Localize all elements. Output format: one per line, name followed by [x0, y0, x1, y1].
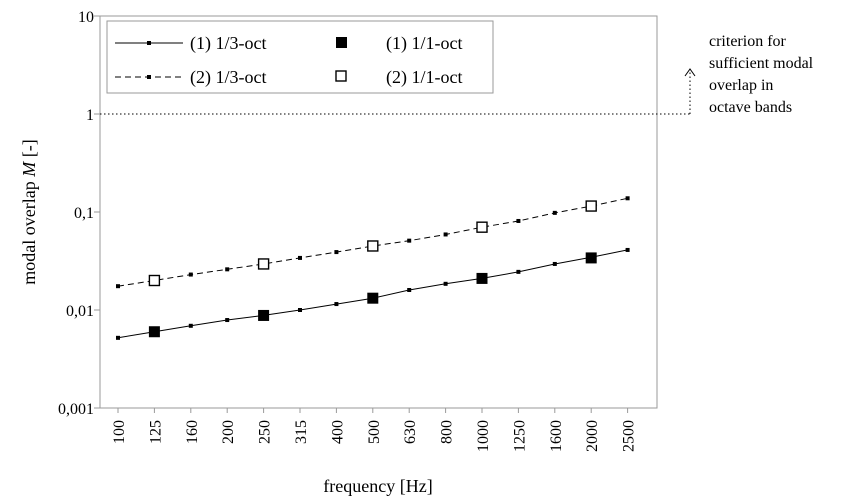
y-tick-label-4: 10	[78, 9, 94, 26]
y-axis-label: modal overlap M [-]	[19, 139, 39, 284]
series-2-octave-point-125	[148, 274, 161, 287]
x-tick-label-7: 500	[366, 420, 383, 444]
legend-item-1-third-oct: (1) 1/3-oct	[115, 33, 266, 54]
series-line-2-third-oct	[117, 197, 628, 287]
series-2-octave-point-2000	[585, 200, 597, 212]
series-2-third-oct-point-315	[298, 255, 302, 260]
legend-label-2-octave: (2) 1/1-oct	[386, 67, 462, 88]
series-2-third-oct-point-160	[188, 272, 193, 277]
x-axis: 100 125 160 200 250 315 400 500 630 800 1000 1250 16…	[111, 408, 638, 452]
series-1-third-oct-point-100	[116, 335, 120, 340]
series-1-octave-point-1000	[476, 272, 488, 284]
legend-label-1-third-oct: (1) 1/3-oct	[190, 33, 266, 54]
series-1-third-oct-point-160	[188, 323, 193, 328]
legend-item-1-octave: (1) 1/1-oct	[336, 33, 462, 54]
legend-marker-1-third-oct	[147, 41, 151, 45]
x-tick-label-11: 1250	[511, 420, 528, 452]
y-tick-label-0: 0,001	[58, 401, 94, 418]
criterion-text-line-0: criterion for	[709, 33, 787, 50]
x-tick-label-13: 2000	[584, 420, 601, 452]
criterion-text: criterion for sufficient modal overlap in o…	[709, 33, 814, 116]
criterion-text-line-3: octave bands	[709, 99, 792, 116]
series-1-third-oct-point-2500	[625, 247, 630, 252]
series-1-third-oct-point-800	[443, 281, 448, 286]
y-axis-label-variable: M	[19, 161, 39, 178]
series-2-third-oct-point-800	[443, 232, 448, 237]
y-tick-label-1: 0,01	[66, 303, 94, 320]
x-tick-label-6: 400	[329, 420, 346, 444]
series-layer	[116, 196, 630, 340]
series-1-third-oct-point-315	[298, 308, 302, 312]
y-tick-label-3: 1	[86, 107, 94, 124]
x-tick-label-1: 125	[147, 420, 164, 444]
series-2-octave-point-500	[367, 240, 379, 252]
series-1-third-oct-point-200	[225, 318, 230, 323]
series-2-octave-point-250	[257, 258, 270, 270]
criterion-text-line-1: sufficient modal	[709, 55, 814, 72]
series-1-third-oct-point-400	[334, 302, 339, 307]
legend-label-1-octave: (1) 1/1-oct	[386, 33, 462, 54]
series-1-octave-point-125	[148, 326, 160, 338]
series-1-octave-point-500	[367, 292, 379, 304]
series-2-octave-point-1000	[476, 221, 488, 233]
x-tick-label-2: 160	[184, 420, 201, 444]
legend-marker-2-octave	[335, 70, 347, 82]
legend: (1) 1/3-oct (1) 1/1-oct (2) 1/3-oct (2) …	[106, 20, 494, 94]
legend-item-2-third-oct: (2) 1/3-oct	[115, 67, 266, 88]
series-2-third-oct-point-100	[116, 284, 120, 289]
criterion-annotation: criterion for sufficient modal overlap in o…	[100, 33, 814, 116]
x-tick-label-5: 315	[293, 420, 310, 444]
x-tick-label-14: 2500	[621, 420, 638, 452]
series-1-third-oct-point-1250	[516, 269, 521, 274]
legend-label-2-third-oct: (2) 1/3-oct	[190, 67, 266, 88]
legend-box	[106, 20, 494, 94]
x-tick-label-8: 630	[402, 420, 419, 444]
x-tick-label-3: 200	[220, 420, 237, 444]
y-axis: 0,001 0,01 0,1 1 10	[58, 9, 100, 418]
y-tick-label-2: 0,1	[74, 205, 94, 222]
x-tick-label-10: 1000	[475, 420, 492, 452]
x-axis-label: frequency [Hz]	[323, 476, 432, 496]
x-tick-label-0: 100	[111, 420, 128, 444]
series-2-third-oct-point-200	[225, 267, 230, 272]
criterion-text-line-2: overlap in	[709, 77, 773, 94]
series-2-third-oct-point-1600	[552, 210, 557, 215]
criterion-arrowhead	[684, 68, 696, 77]
series-1-third-oct-point-630	[407, 287, 412, 292]
y-axis-label-prefix: modal overlap	[19, 177, 39, 285]
x-tick-label-9: 800	[439, 420, 456, 444]
x-tick-label-12: 1600	[548, 420, 565, 452]
series-2-third-oct-point-1250	[516, 218, 521, 223]
legend-marker-1-octave	[336, 37, 347, 48]
series-1-third-oct-point-1600	[552, 261, 557, 266]
series-1-octave-point-2000	[585, 252, 597, 264]
x-tick-label-4: 250	[257, 420, 274, 444]
series-2-third-oct-point-630	[407, 238, 412, 243]
legend-marker-2-third-oct	[147, 75, 151, 79]
y-axis-label-unit: [-]	[19, 139, 39, 161]
series-2-third-oct-point-2500	[625, 196, 630, 201]
series-2-third-oct-point-400	[334, 250, 339, 255]
series-1-octave-point-250	[258, 309, 270, 321]
legend-item-2-octave: (2) 1/1-oct	[335, 67, 462, 88]
